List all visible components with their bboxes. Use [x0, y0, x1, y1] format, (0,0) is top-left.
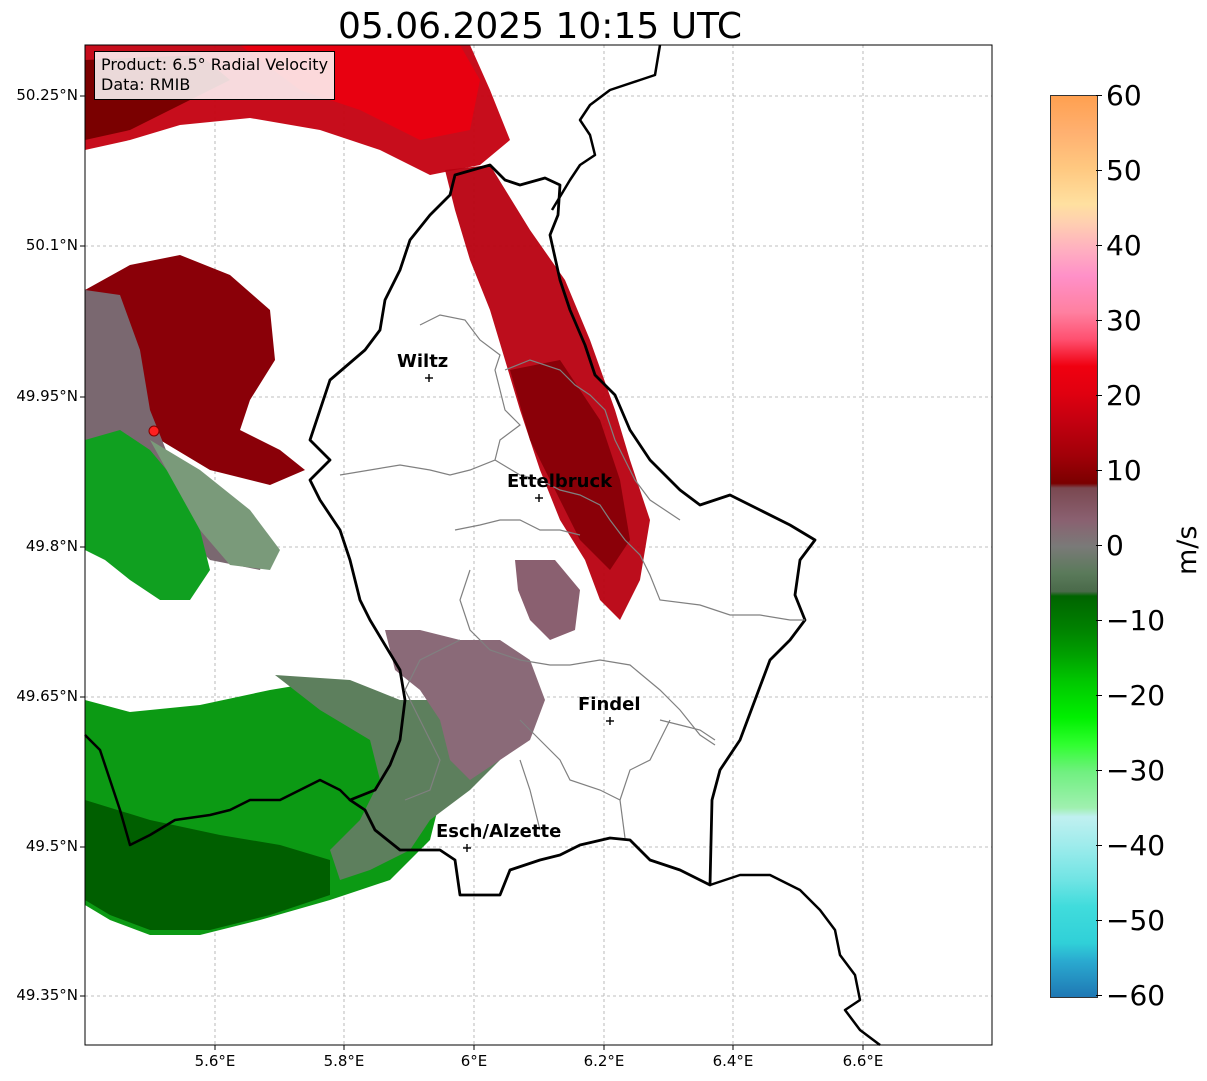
data-source-label: Data: RMIB — [101, 75, 191, 94]
lat-label-49-95: 49.95°N — [16, 387, 78, 405]
echo-band-neutral — [385, 630, 545, 780]
colorbar-tick-10: 10 — [1106, 454, 1142, 487]
colorbar-tick-minus-30: −30 — [1106, 754, 1166, 787]
country-border-luxembourg — [308, 163, 817, 897]
colorbar-unit-label: m/s — [1172, 525, 1203, 575]
lat-label-49-8: 49.8°N — [25, 537, 78, 555]
colorbar-tick-minus-40: −40 — [1106, 829, 1166, 862]
map-title: 05.06.2025 10:15 UTC — [337, 6, 743, 47]
echo-radar-green — [85, 430, 210, 600]
colorbar-tick-50: 50 — [1106, 154, 1142, 187]
colorbar-tick-30: 30 — [1106, 304, 1142, 337]
country-border-southwest — [84, 734, 351, 847]
colorbar-tick-minus-50: −50 — [1106, 904, 1166, 937]
lon-label-6-6: 6.6°E — [842, 1052, 884, 1070]
colorbar-tick-40: 40 — [1106, 229, 1142, 262]
city-marker-esch — [463, 844, 471, 852]
colorbar-tick-60: 60 — [1106, 79, 1142, 112]
lon-label-6-4: 6.4°E — [712, 1052, 754, 1070]
city-label-ettelbruck: Ettelbruck — [507, 471, 613, 492]
lon-label-6-2: 6.2°E — [583, 1052, 625, 1070]
city-label-wiltz: Wiltz — [397, 351, 449, 372]
country-border-southeast — [709, 873, 881, 1046]
colorbar-tick-minus-60: −60 — [1106, 979, 1166, 1012]
lat-label-50-25: 50.25°N — [16, 86, 78, 104]
radar-site-marker — [148, 425, 160, 437]
city-label-esch-alzette: Esch/Alzette — [436, 821, 562, 842]
city-marker-findel — [606, 717, 614, 725]
colorbar-tick-minus-20: −20 — [1106, 679, 1166, 712]
lat-label-49-65: 49.65°N — [16, 687, 78, 705]
echo-band-neutral-east — [515, 560, 580, 640]
echo-streak-east-dark — [510, 360, 630, 570]
city-marker-wiltz — [425, 374, 433, 382]
city-marker-ettelbruck — [535, 494, 543, 502]
lat-label-49-5: 49.5°N — [25, 837, 78, 855]
velocity-colorbar — [1050, 95, 1098, 998]
echo-radar-nw-red — [85, 255, 305, 485]
product-info-box: Product: 6.5° Radial Velocity Data: RMIB — [94, 51, 336, 100]
city-label-findel: Findel — [578, 694, 641, 715]
lat-label-50-1: 50.1°N — [25, 236, 78, 254]
colorbar-tick-minus-10: −10 — [1106, 604, 1166, 637]
lat-label-49-35: 49.35°N — [16, 986, 78, 1004]
lon-label-5-6: 5.6°E — [194, 1052, 236, 1070]
country-border-east — [550, 44, 662, 211]
echo-radar-grey — [85, 290, 270, 570]
colorbar-tick-0: 0 — [1106, 529, 1124, 562]
map-frame — [84, 44, 993, 1046]
lon-label-6: 6°E — [460, 1052, 488, 1070]
city-markers — [425, 374, 614, 852]
lon-label-5-8: 5.8°E — [323, 1052, 365, 1070]
echo-radar-green-light — [150, 440, 280, 570]
echo-band-sw-dark — [85, 800, 330, 930]
product-label: Product: 6.5° Radial Velocity — [101, 55, 329, 74]
axis-ticks — [80, 95, 864, 1050]
colorbar-tick-20: 20 — [1106, 379, 1142, 412]
canton-borders — [339, 314, 805, 839]
